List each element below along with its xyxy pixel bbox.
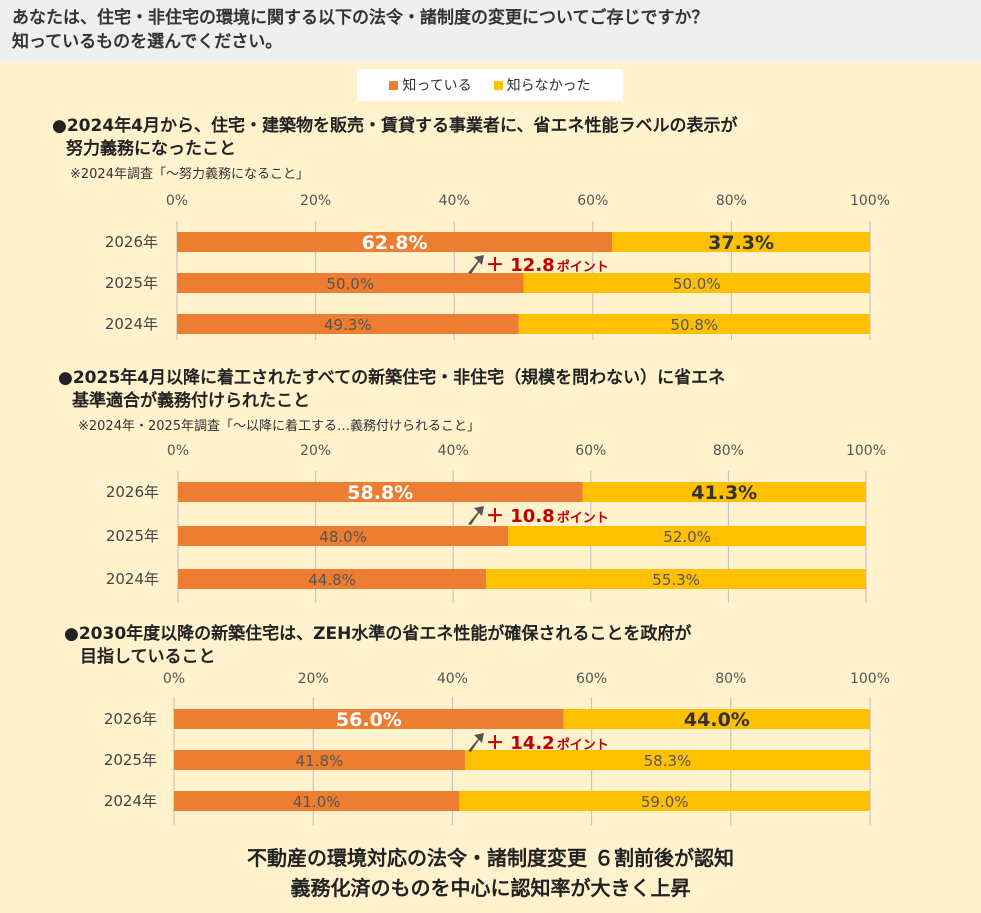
chart-3: 0% 20% 40% 60% 80% 100% 2026年 56.0% 44.0% 2025年 41… [104, 671, 890, 825]
bar-segment [178, 482, 583, 502]
section-3-title-line-1: ●2030年度以降の新築住宅は、ZEH水準の省エネ性能が確保されることを政府が [64, 624, 692, 644]
bar-segment [178, 569, 487, 589]
bar-segment [459, 791, 870, 811]
question-header: あなたは、住宅・非住宅の環境に関する以下の法令・諸制度の変更についてご存じですか… [0, 0, 981, 62]
x-tick-label: 40% [437, 671, 468, 687]
data-label: 50.8% [670, 316, 718, 334]
section-1-title-line-1: ●2024年4月から、住宅・建築物を販売・賃貸する事業者に、省エネ性能ラベルの表… [52, 116, 738, 136]
bar-segment [177, 232, 613, 252]
increase-arrow-icon [468, 506, 484, 525]
x-tick-label: 80% [716, 193, 747, 209]
category-label: 2026年 [105, 233, 158, 251]
section-3-title-line-2: 目指していること [80, 647, 216, 667]
category-label: 2024年 [104, 792, 157, 810]
bar-segment [464, 750, 870, 770]
data-label: 50.0% [326, 275, 374, 293]
x-tick-label: 100% [850, 671, 890, 687]
legend-label-unknown: 知らなかった [506, 78, 591, 94]
section-2-note: ※2024年・2025年調査「～以降に着工する…義務付けられること」 [78, 419, 481, 434]
x-tick-label: 100% [850, 193, 890, 209]
category-label: 2025年 [106, 527, 159, 545]
bar-segment [177, 314, 519, 334]
chart-1: 0% 20% 40% 60% 80% 100% 2026年 62.8% 37.3% 2025年 50… [105, 193, 890, 340]
x-tick-label: 80% [713, 443, 744, 459]
x-tick-label: 0% [167, 443, 189, 459]
bar-segment [178, 526, 509, 546]
x-tick-label: 40% [438, 443, 469, 459]
data-label: 44.8% [308, 571, 356, 589]
question-line-2: 知っているものを選んでください。 [12, 32, 283, 52]
legend-item-known: 知っている [389, 75, 472, 95]
chart-legend: 知っている 知らなかった [357, 69, 623, 101]
chart-2: 0% 20% 40% 60% 80% 100% 2026年 58.8% 41.3% 2025年 48… [106, 443, 886, 603]
legend-item-unknown: 知らなかった [493, 75, 591, 95]
data-label: 49.3% [324, 316, 372, 334]
x-tick-label: 0% [163, 671, 185, 687]
data-label: 59.0% [641, 793, 689, 811]
category-label: 2026年 [106, 483, 159, 501]
category-label: 2024年 [106, 570, 159, 588]
data-label: 44.0% [684, 709, 750, 731]
legend-swatch-unknown [493, 80, 503, 90]
legend-swatch-known [389, 80, 399, 90]
data-label: 52.0% [663, 528, 711, 546]
data-label: 41.3% [691, 482, 757, 504]
category-label: 2024年 [105, 315, 158, 333]
bar-segment [174, 750, 465, 770]
data-label: 41.0% [293, 793, 341, 811]
category-label: 2025年 [104, 751, 157, 769]
category-label: 2026年 [104, 710, 157, 728]
legend-label-known: 知っている [402, 78, 472, 94]
category-label: 2025年 [105, 274, 158, 292]
data-label: 48.0% [319, 528, 367, 546]
data-label: 41.8% [296, 752, 344, 770]
bar-segment [486, 569, 866, 589]
bar-segment [612, 232, 870, 252]
section-2-title-line-1: ●2025年4月以降に着工されたすべての新築住宅・非住宅（規模を問わない）に省エ… [58, 368, 726, 388]
x-tick-label: 20% [298, 671, 329, 687]
bar-segment [174, 791, 460, 811]
x-tick-label: 60% [577, 193, 608, 209]
section-2-title-line-2: 基準適合が義務付けられたこと [72, 391, 310, 411]
increase-arrow-icon [468, 255, 484, 274]
x-tick-label: 100% [846, 443, 886, 459]
x-tick-label: 0% [166, 193, 188, 209]
data-label: 62.8% [362, 232, 428, 254]
x-tick-label: 60% [575, 443, 606, 459]
increase-annotation: ＋ 14.2 ポイント [486, 733, 609, 754]
section-1-title-line-2: 努力義務になったこと [66, 139, 236, 159]
data-label: 55.3% [652, 571, 700, 589]
bar-segment [174, 709, 564, 729]
conclusion: 不動産の環境対応の法令・諸制度変更 ６割前後が認知 義務化済のものを中心に認知率… [0, 843, 981, 903]
question-line-1: あなたは、住宅・非住宅の環境に関する以下の法令・諸制度の変更についてご存じですか… [12, 8, 709, 28]
x-tick-label: 20% [300, 443, 331, 459]
data-label: 50.0% [673, 275, 721, 293]
bar-segment [508, 526, 866, 546]
bar-segment [523, 273, 870, 293]
data-label: 37.3% [708, 232, 774, 254]
bar-segment [582, 482, 866, 502]
section-1-note: ※2024年調査「～努力義務になること」 [70, 167, 309, 182]
x-tick-label: 20% [300, 193, 331, 209]
data-label: 58.3% [644, 752, 692, 770]
increase-arrow-icon [468, 733, 484, 752]
bar-segment [177, 273, 524, 293]
increase-annotation: ＋ 12.8 ポイント [486, 255, 609, 276]
x-tick-label: 60% [576, 671, 607, 687]
conclusion-line-1: 不動産の環境対応の法令・諸制度変更 ６割前後が認知 [247, 846, 734, 870]
bar-segment [518, 314, 870, 334]
increase-annotation: ＋ 10.8 ポイント [486, 506, 609, 527]
conclusion-line-2: 義務化済のものを中心に認知率が大きく上昇 [290, 876, 691, 900]
data-label: 58.8% [347, 482, 413, 504]
data-label: 56.0% [336, 709, 402, 731]
x-tick-label: 40% [439, 193, 470, 209]
bar-segment [563, 709, 870, 729]
x-tick-label: 80% [715, 671, 746, 687]
